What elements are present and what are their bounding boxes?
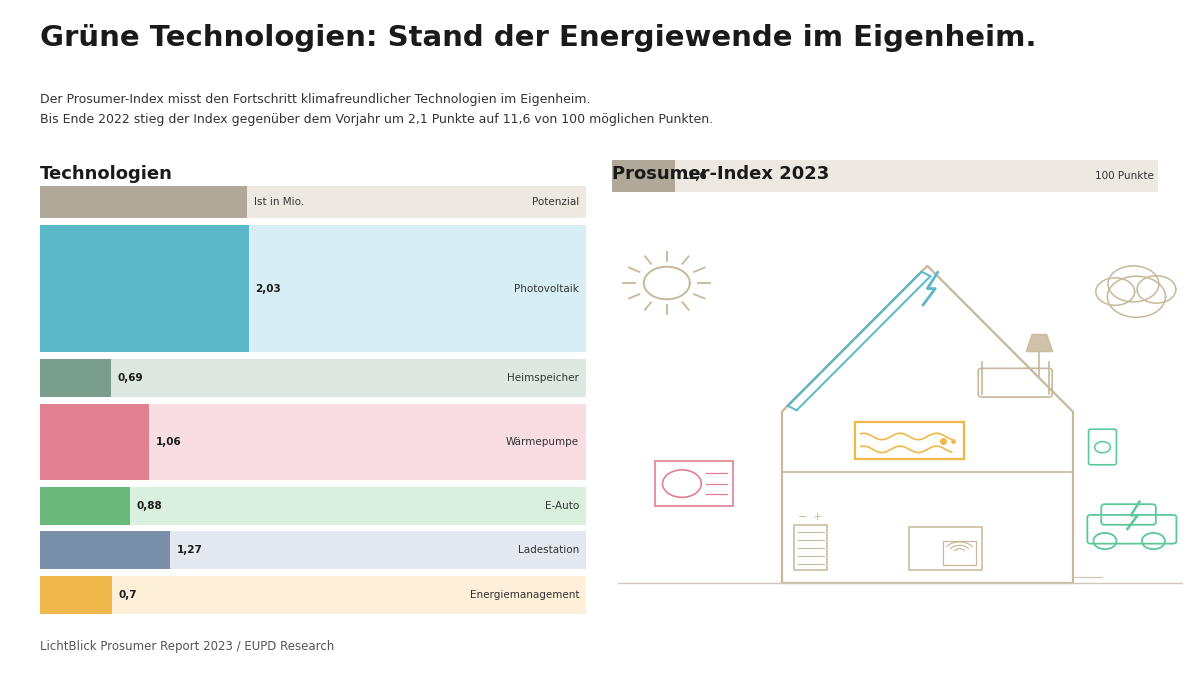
Polygon shape — [1138, 276, 1176, 303]
FancyBboxPatch shape — [40, 359, 586, 397]
Polygon shape — [1026, 334, 1052, 352]
Text: −: − — [798, 512, 808, 522]
Text: Der Prosumer-Index misst den Fortschritt klimafreundlicher Technologien im Eigen: Der Prosumer-Index misst den Fortschritt… — [40, 93, 713, 126]
Text: 100 Punkte: 100 Punkte — [1096, 171, 1154, 181]
FancyBboxPatch shape — [40, 531, 586, 569]
Bar — [655, 461, 733, 506]
Text: 1,06: 1,06 — [155, 437, 181, 447]
Bar — [794, 525, 827, 570]
Text: Ist in Mio.: Ist in Mio. — [253, 196, 304, 207]
Text: Potenzial: Potenzial — [532, 196, 580, 207]
Bar — [854, 423, 964, 459]
Text: Ladestation: Ladestation — [517, 545, 580, 556]
FancyBboxPatch shape — [40, 186, 247, 217]
Text: Photovoltaik: Photovoltaik — [514, 284, 580, 294]
Text: 0,7: 0,7 — [119, 590, 137, 600]
Text: Technologien: Technologien — [40, 165, 173, 184]
FancyBboxPatch shape — [612, 160, 676, 192]
FancyBboxPatch shape — [612, 160, 1158, 192]
Polygon shape — [1108, 276, 1165, 317]
Polygon shape — [1096, 278, 1135, 305]
FancyBboxPatch shape — [40, 404, 586, 480]
Text: 11,6: 11,6 — [682, 171, 708, 181]
Text: Heimspeicher: Heimspeicher — [508, 373, 580, 383]
Text: 1,27: 1,27 — [176, 545, 203, 556]
Text: 0,88: 0,88 — [137, 501, 162, 510]
FancyBboxPatch shape — [40, 487, 586, 524]
FancyBboxPatch shape — [40, 225, 248, 352]
Bar — [910, 527, 982, 570]
Text: LichtBlick Prosumer Report 2023 / EUPD Research: LichtBlick Prosumer Report 2023 / EUPD R… — [40, 641, 334, 653]
FancyBboxPatch shape — [40, 487, 131, 524]
FancyBboxPatch shape — [40, 404, 149, 480]
Text: +: + — [812, 512, 822, 522]
Text: 2,03: 2,03 — [256, 284, 281, 294]
Text: 0,69: 0,69 — [118, 373, 143, 383]
Text: Wärmepumpe: Wärmepumpe — [506, 437, 580, 447]
FancyBboxPatch shape — [40, 531, 170, 569]
Text: Prosumer-Index 2023: Prosumer-Index 2023 — [612, 165, 829, 184]
FancyBboxPatch shape — [40, 576, 112, 614]
FancyBboxPatch shape — [40, 186, 586, 217]
Text: Energiemanagement: Energiemanagement — [469, 590, 580, 600]
Text: E-Auto: E-Auto — [545, 501, 580, 510]
FancyBboxPatch shape — [40, 576, 586, 614]
Text: Grüne Technologien: Stand der Energiewende im Eigenheim.: Grüne Technologien: Stand der Energiewen… — [40, 24, 1036, 51]
FancyBboxPatch shape — [40, 225, 586, 352]
FancyBboxPatch shape — [40, 359, 110, 397]
Bar — [942, 541, 976, 565]
Polygon shape — [1108, 266, 1159, 302]
